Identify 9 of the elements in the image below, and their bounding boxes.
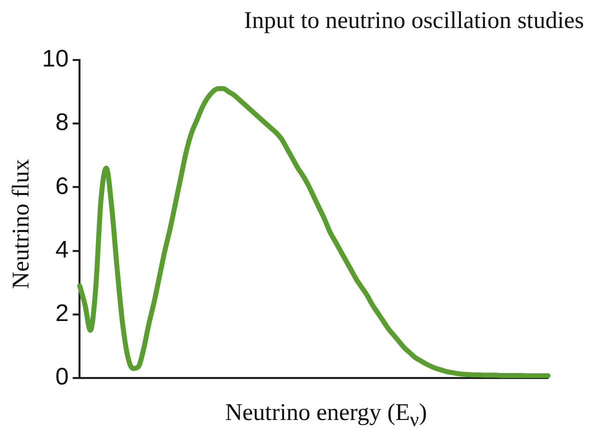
y-tick-label: 10 xyxy=(42,46,69,73)
y-tick-label: 4 xyxy=(55,236,69,264)
y-tick-label: 0 xyxy=(55,364,69,391)
chart-title: Input to neutrino oscillation studies xyxy=(243,8,585,35)
y-axis-title: Neutrino flux xyxy=(8,159,36,289)
y-tick-label: 6 xyxy=(55,172,69,200)
y-tick-label: 2 xyxy=(55,300,69,328)
x-axis-title: Neutrino energy (E$_{ν}$) xyxy=(224,400,428,432)
y-tick-label: 8 xyxy=(55,109,69,136)
